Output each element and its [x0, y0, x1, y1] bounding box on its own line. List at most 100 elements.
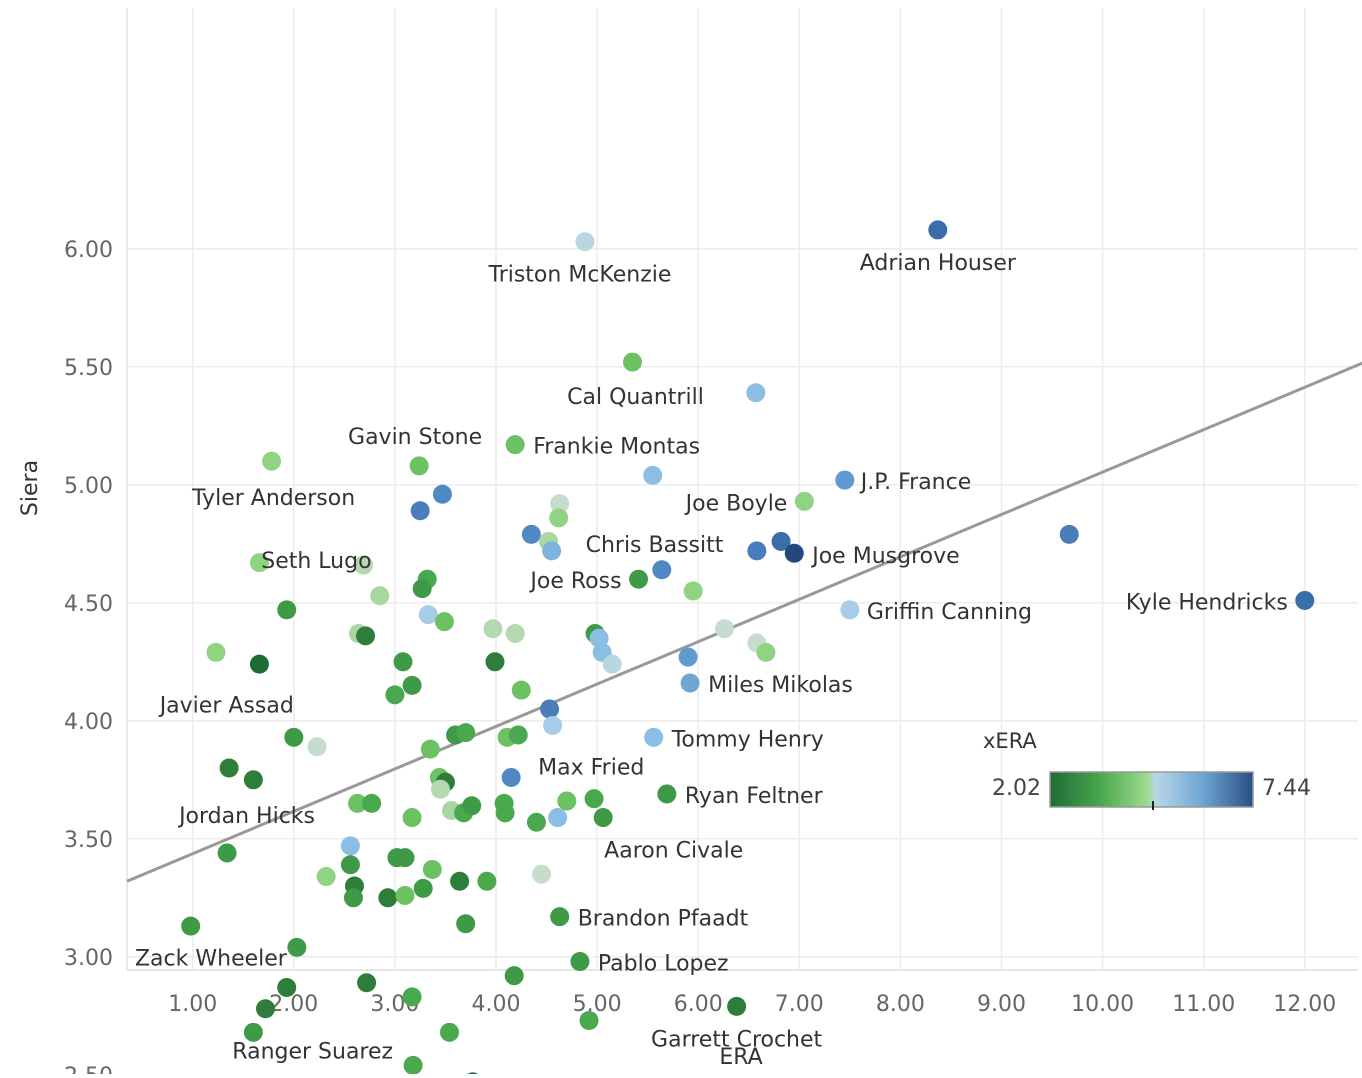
x-tick-label: 5.00	[573, 992, 622, 1017]
data-point	[526, 812, 546, 832]
data-point	[340, 855, 360, 875]
point-label: Jordan Hicks	[177, 804, 315, 829]
y-axis-title: Siera	[18, 460, 43, 516]
data-point	[505, 623, 525, 643]
data-point	[584, 789, 604, 809]
point-label: Adrian Houser	[860, 251, 1017, 276]
point-label: Frankie Montas	[533, 435, 700, 460]
data-point	[430, 779, 450, 799]
y-tick-label: 2.50	[64, 1064, 113, 1074]
data-point	[542, 541, 562, 561]
data-point	[550, 907, 570, 927]
legend-min-label: 2.02	[992, 776, 1041, 801]
data-point	[622, 352, 642, 372]
data-point	[747, 541, 767, 561]
x-tick-label: 4.00	[472, 992, 521, 1017]
data-point	[357, 973, 377, 993]
data-point	[549, 508, 569, 528]
point-label: Pablo Lopez	[598, 952, 729, 977]
data-point	[181, 916, 201, 936]
legend-max-label: 7.44	[1262, 776, 1311, 801]
data-point	[450, 871, 470, 891]
data-point	[495, 803, 515, 823]
data-point	[683, 581, 703, 601]
data-point	[378, 888, 398, 908]
data-point	[477, 871, 497, 891]
data-point	[370, 586, 390, 606]
point-label: Garrett Crochet	[651, 1027, 822, 1052]
point-label: Chris Bassitt	[586, 533, 724, 558]
data-point	[354, 555, 374, 575]
data-point	[249, 553, 269, 573]
x-tick-label: 11.00	[1172, 992, 1235, 1017]
point-label: Cal Quantrill	[567, 385, 704, 410]
point-label: Seth Lugo	[261, 549, 371, 574]
data-point	[644, 727, 664, 747]
data-point	[362, 793, 382, 813]
data-point	[746, 383, 766, 403]
point-label: Ryan Feltner	[685, 784, 824, 809]
data-point	[511, 680, 531, 700]
data-point	[835, 470, 855, 490]
data-point	[307, 737, 327, 757]
data-point	[409, 456, 429, 476]
data-point	[657, 784, 677, 804]
legend-gradient-bar	[1049, 771, 1254, 808]
data-point	[840, 600, 860, 620]
data-point	[504, 966, 524, 986]
data-point	[727, 996, 747, 1016]
data-point	[575, 232, 595, 252]
x-tick-label: 7.00	[775, 992, 824, 1017]
data-point	[714, 619, 734, 639]
data-point	[462, 796, 482, 816]
data-point	[434, 612, 454, 632]
data-point	[219, 758, 239, 778]
y-tick-label: 6.00	[64, 238, 113, 263]
data-point	[316, 867, 336, 887]
trend-line	[126, 361, 1362, 883]
data-point	[456, 723, 476, 743]
x-tick-label: 6.00	[674, 992, 723, 1017]
data-point	[794, 491, 814, 511]
data-point	[356, 626, 376, 646]
data-point	[217, 843, 237, 863]
point-label: Zack Wheeler	[135, 946, 288, 971]
x-tick-label: 1.00	[168, 992, 217, 1017]
data-point	[284, 727, 304, 747]
data-point	[243, 1022, 263, 1042]
point-label: Joe Boyle	[684, 491, 788, 516]
point-label: Brandon Pfaadt	[578, 907, 749, 932]
data-point	[784, 543, 804, 563]
data-point	[540, 699, 560, 719]
data-point	[412, 579, 432, 599]
data-point	[680, 673, 700, 693]
data-point	[1295, 590, 1315, 610]
data-point	[550, 494, 570, 514]
data-point	[557, 791, 577, 811]
point-label: Aaron Civale	[604, 839, 743, 864]
data-point	[206, 642, 226, 662]
data-point	[678, 647, 698, 667]
data-point	[485, 652, 505, 672]
point-label: Max Fried	[538, 755, 644, 780]
color-legend: xERA 2.02 7.44	[983, 729, 1311, 810]
x-tick-label: 8.00	[876, 992, 925, 1017]
data-point	[410, 501, 430, 521]
x-tick-label: 12.00	[1273, 992, 1336, 1017]
data-point	[402, 808, 422, 828]
data-point	[340, 836, 360, 856]
point-labels: Triston McKenzie Adrian Houser Cal Quantri…	[135, 251, 1288, 1078]
data-point	[402, 675, 422, 695]
data-point	[589, 628, 609, 648]
data-point	[418, 605, 438, 625]
data-point	[277, 977, 297, 997]
data-point	[456, 914, 476, 934]
data-point	[422, 859, 442, 879]
data-points	[181, 220, 1315, 1078]
data-point	[1059, 524, 1079, 544]
data-point	[483, 619, 503, 639]
data-point	[531, 864, 551, 884]
data-point	[602, 654, 622, 674]
